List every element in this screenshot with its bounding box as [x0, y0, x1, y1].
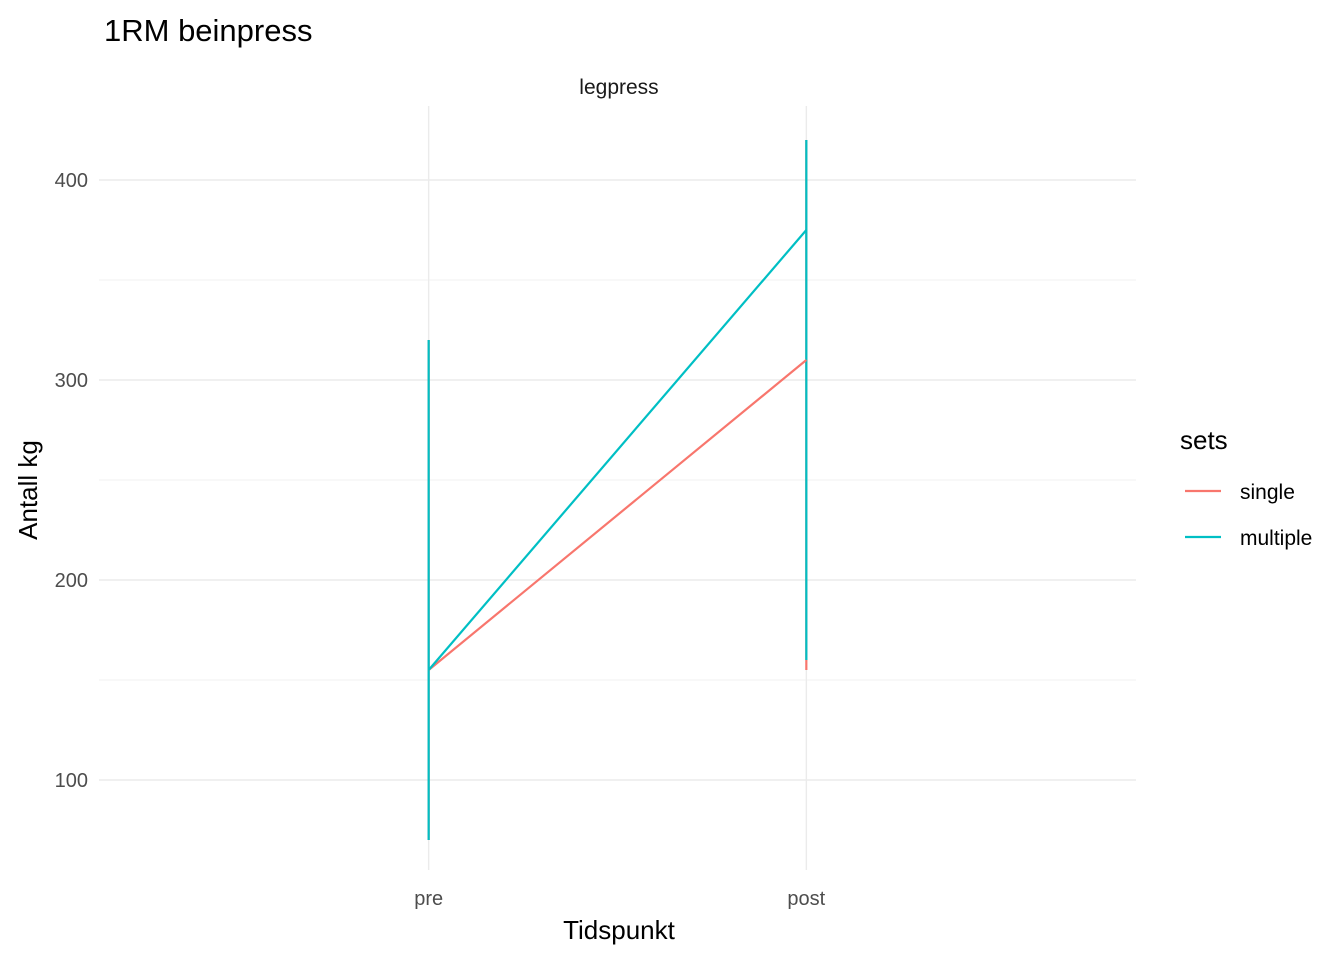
y-tick-label: 300	[55, 370, 88, 392]
x-tick-label: pre	[414, 888, 443, 910]
legend-title: sets	[1180, 425, 1228, 455]
legend-label-multiple: multiple	[1240, 527, 1312, 550]
x-axis-ticks: pre post	[414, 888, 825, 910]
legend: sets single multiple	[1180, 425, 1312, 550]
y-tick-label: 400	[55, 170, 88, 192]
plot-marks	[427, 140, 808, 840]
y-axis-title: Antall kg	[13, 440, 43, 540]
x-axis-title: Tidspunkt	[563, 915, 676, 945]
series-line-multiple	[427, 229, 808, 671]
series-line-single	[427, 359, 808, 671]
x-tick-label: post	[787, 888, 825, 910]
y-axis-ticks: 100 200 300 400	[55, 170, 88, 792]
y-tick-label: 200	[55, 570, 88, 592]
chart-title: 1RM beinpress	[104, 13, 312, 48]
gridlines	[99, 106, 1136, 870]
y-tick-label: 100	[55, 770, 88, 792]
legend-label-single: single	[1240, 481, 1295, 504]
facet-strip-label: legpress	[579, 76, 658, 99]
